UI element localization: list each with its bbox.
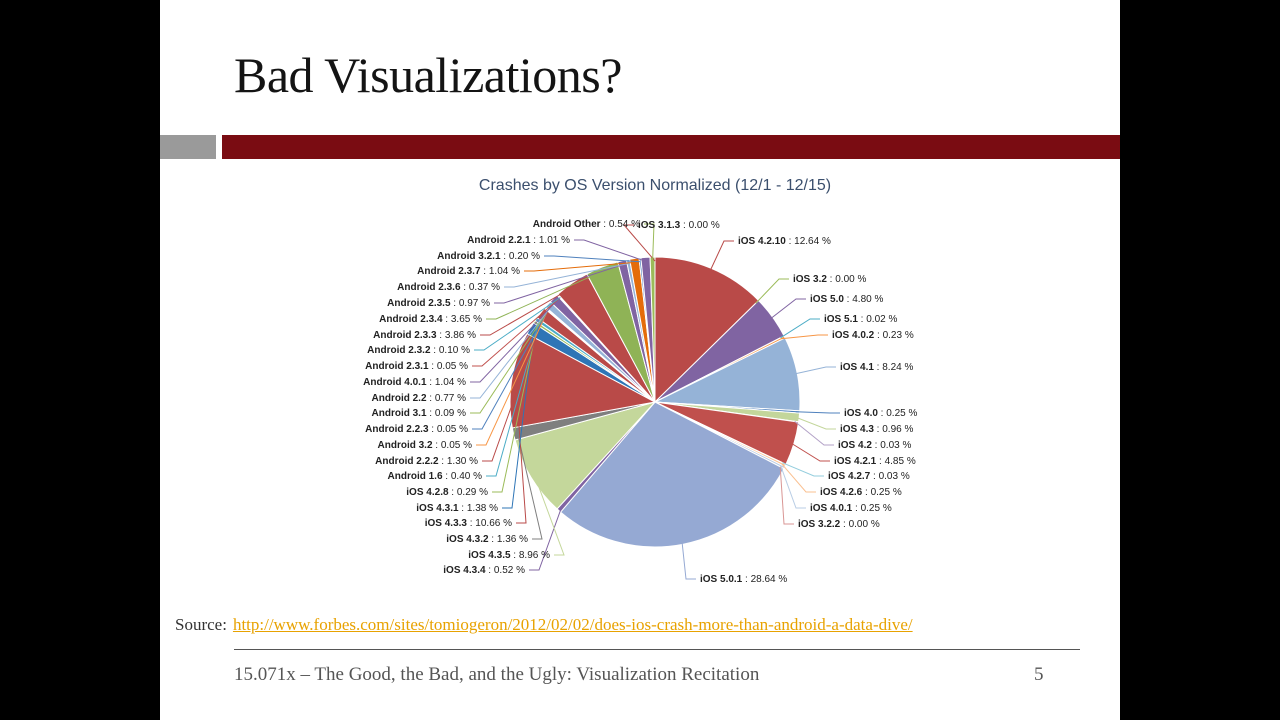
source-line: Source: http://www.forbes.com/sites/tomio… [175, 615, 913, 635]
leader-line-android-2-2-1 [574, 239, 646, 262]
leader-line-android-2-3-1 [472, 297, 561, 367]
slice-label-android-2-2-3: Android 2.2.3 : 0.05 % [365, 424, 468, 435]
slice-label-android-other: Android Other : 0.54 % [533, 219, 640, 230]
leader-line-android-2-2-3 [472, 310, 549, 430]
leader-line-android-4-0-1 [470, 300, 557, 383]
leader-line-ios-4-3-3 [515, 380, 527, 524]
slice-label-android-2-3-2: Android 2.3.2 : 0.10 % [367, 345, 470, 356]
leader-line-android-2-3-4 [486, 270, 604, 320]
leader-line-android-2-3-2 [474, 297, 561, 351]
slice-label-android-2-2-1: Android 2.2.1 : 1.01 % [467, 235, 570, 246]
leader-line-ios-4-3 [795, 416, 836, 430]
leader-line-ios-4-0-1 [780, 465, 806, 509]
slice-label-ios-5-0-1: iOS 5.0.1 : 28.64 % [700, 574, 787, 585]
slice-label-ios-3-2-2: iOS 3.2.2 : 0.00 % [798, 519, 880, 530]
slice-label-ios-5-0: iOS 5.0 : 4.80 % [810, 294, 883, 305]
leader-line-android-2-2 [470, 306, 552, 399]
pie-slice-ios-4-3-3 [509, 332, 657, 429]
slice-label-android-2-3-6: Android 2.3.6 : 0.37 % [397, 282, 500, 293]
slice-label-android-2-3-7: Android 2.3.7 : 1.04 % [417, 266, 520, 277]
slice-label-ios-4-2: iOS 4.2 : 0.03 % [838, 440, 911, 451]
slice-label-ios-4-1: iOS 4.1 : 8.24 % [840, 362, 913, 373]
slice-label-android-2-2: Android 2.2 : 0.77 % [372, 393, 467, 404]
leader-line-android-2-3-6 [504, 263, 629, 288]
title-accent-red-bar [222, 135, 1120, 159]
leader-line-ios-4-2-10 [709, 240, 734, 273]
leader-line-android-3-2-1 [544, 255, 641, 263]
slice-label-android-3-2: Android 3.2 : 0.05 % [378, 440, 473, 451]
slice-label-android-2-3-3: Android 2.3.3 : 3.86 % [373, 330, 476, 341]
slice-label-ios-4-0: iOS 4.0 : 0.25 % [844, 408, 917, 419]
title-accent-gray-bar [160, 135, 216, 159]
slice-label-ios-4-0-1: iOS 4.0.1 : 0.25 % [810, 503, 892, 514]
slide: Bad Visualizations? Crashes by OS Versio… [160, 0, 1120, 720]
slice-label-ios-4-3-2: iOS 4.3.2 : 1.36 % [446, 534, 528, 545]
slice-label-android-3-1: Android 3.1 : 0.09 % [372, 408, 467, 419]
slice-label-ios-4-3-4: iOS 4.3.4 : 0.52 % [443, 565, 525, 576]
slice-label-android-2-2-2: Android 2.2.2 : 1.30 % [375, 456, 478, 467]
leader-line-ios-4-2-8 [492, 323, 539, 493]
leader-line-android-3-2 [476, 310, 549, 446]
slice-label-ios-4-3-1: iOS 4.3.1 : 1.38 % [416, 503, 498, 514]
footer-text: 15.071x – The Good, the Bad, and the Ugl… [234, 664, 760, 685]
slice-label-ios-3-1-3: iOS 3.1.3 : 0.00 % [638, 220, 720, 231]
page-number: 5 [1034, 664, 1044, 685]
leader-line-ios-4-0 [795, 411, 840, 414]
leader-line-ios-4-2-1 [789, 442, 830, 462]
leader-line-android-other [644, 223, 655, 262]
slice-label-android-1-6: Android 1.6 : 0.40 % [388, 471, 483, 482]
leader-line-ios-4-3-1 [502, 330, 535, 509]
slice-label-android-2-3-1: Android 2.3.1 : 0.05 % [365, 361, 468, 372]
slice-label-ios-4-2-6: iOS 4.2.6 : 0.25 % [820, 487, 902, 498]
slice-label-ios-4-3-5: iOS 4.3.5 : 8.96 % [468, 550, 550, 561]
leader-line-ios-4-3-2 [517, 432, 543, 540]
slice-label-ios-4-0-2: iOS 4.0.2 : 0.23 % [832, 330, 914, 341]
chart-title: Crashes by OS Version Normalized (12/1 -… [479, 177, 831, 194]
leader-line-ios-5-1 [780, 318, 820, 339]
leader-line-ios-5-0-1 [681, 540, 696, 580]
footer-divider [234, 649, 1080, 650]
source-prefix: Source: [175, 615, 227, 634]
leader-line-ios-4-0-2 [780, 334, 828, 340]
leader-line-ios-4-3-5 [534, 475, 565, 556]
slice-label-android-2-3-4: Android 2.3.4 : 3.65 % [379, 314, 482, 325]
leader-line-ios-4-1 [793, 366, 836, 375]
leader-line-ios-5-0 [769, 298, 806, 320]
leader-line-android-2-2-2 [482, 315, 545, 462]
leader-line-ios-4-2 [794, 421, 834, 446]
slice-label-ios-5-1: iOS 5.1 : 0.02 % [824, 314, 897, 325]
leader-line-android-1-6 [486, 321, 540, 477]
leader-line-android-3-1 [470, 309, 549, 414]
slice-label-ios-4-3: iOS 4.3 : 0.96 % [840, 424, 913, 435]
slice-labels: iOS 3.1.3 : 0.00 % iOS 4.2.10 : 12.64 % iO… [363, 219, 917, 585]
slice-label-ios-4-2-8: iOS 4.2.8 : 0.29 % [406, 487, 488, 498]
leader-line-ios-4-2-6 [781, 463, 816, 493]
slice-label-ios-4-2-10: iOS 4.2.10 : 12.64 % [738, 236, 831, 247]
slice-label-android-4-0-1: Android 4.0.1 : 1.04 % [363, 377, 466, 388]
leader-line-ios-3-1-3 [622, 224, 656, 262]
slice-label-android-3-2-1: Android 3.2.1 : 0.20 % [437, 251, 540, 262]
pie-chart: Crashes by OS Version Normalized (12/1 -… [363, 177, 917, 585]
slice-label-android-2-3-5: Android 2.3.5 : 0.97 % [387, 298, 490, 309]
slice-label-ios-3-2: iOS 3.2 : 0.00 % [793, 274, 866, 285]
slice-label-ios-4-2-1: iOS 4.2.1 : 4.85 % [834, 456, 916, 467]
leader-line-ios-3-2 [755, 278, 789, 304]
source-link[interactable]: http://www.forbes.com/sites/tomiogeron/2… [232, 615, 913, 634]
slice-label-ios-4-3-3: iOS 4.3.3 : 10.66 % [425, 518, 512, 529]
leader-line-ios-4-2-7 [782, 462, 824, 477]
leader-lines [470, 223, 840, 580]
pie-slices [509, 256, 801, 548]
leader-line-ios-3-2-2 [779, 466, 794, 525]
slide-title: Bad Visualizations? [234, 47, 622, 103]
leader-line-android-2-3-3 [480, 286, 575, 336]
leader-line-android-2-3-7 [524, 261, 635, 272]
pie-slice-ios-4-3-5 [514, 401, 657, 510]
leader-line-android-2-3-5 [494, 264, 624, 304]
slice-label-ios-4-2-7: iOS 4.2.7 : 0.03 % [828, 471, 910, 482]
